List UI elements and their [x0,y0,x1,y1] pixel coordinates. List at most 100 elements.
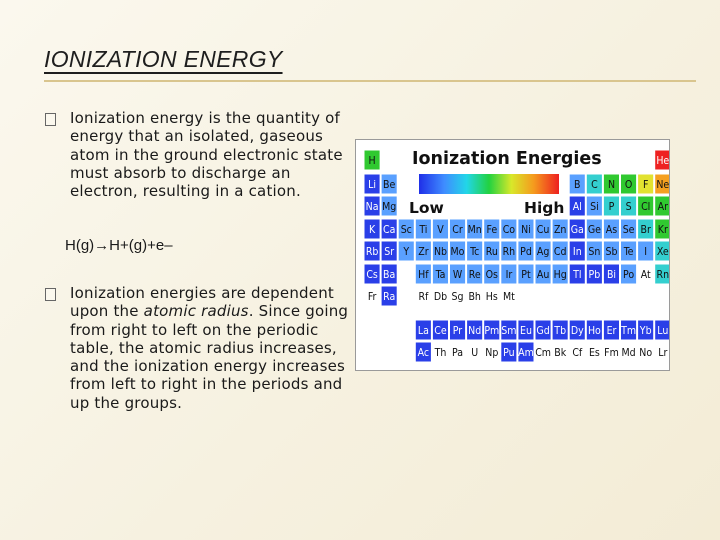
element-symbol: Sc [401,224,412,236]
element-cell-bg [568,218,586,240]
element-cell-bg [466,263,484,285]
energy-spectrum-bar [419,174,559,194]
element-symbol: Db [434,291,447,303]
element-symbol: Li [368,179,376,191]
element-symbol: In [573,246,582,258]
element-symbol: Na [366,201,379,213]
element-symbol: Ta [435,269,446,281]
element-symbol: Rb [366,246,379,258]
element-symbol: No [639,347,652,359]
low-label: Low [409,199,444,217]
element-symbol: Po [623,269,634,281]
element-cell-bg [414,218,432,240]
element-symbol: Os [486,269,498,281]
element-symbol: Dy [571,325,584,337]
element-cell-bg [363,240,381,262]
element-cell-bg [602,173,620,195]
element-cell-bg [585,195,603,217]
element-symbol: Es [589,347,600,359]
element-cell-bg [363,263,381,285]
element-cell-bg [602,240,620,262]
element-cell-bg [551,341,569,363]
element-cell-bg [483,263,501,285]
element-symbol: W [453,269,463,281]
element-symbol: Cd [554,246,567,258]
element-symbol: Cs [366,269,378,281]
element-symbol: Ar [658,201,668,213]
element-symbol: Md [622,347,636,359]
element-cell-bg [517,319,535,341]
element-cell-bg [534,240,552,262]
element-symbol: Sm [501,325,516,337]
element-cell-bg [568,195,586,217]
element-symbol: Y [402,246,409,258]
element-cell-bg [654,218,669,240]
element-cell-bg [431,341,450,363]
element-cell-bg [551,319,569,341]
element-symbol: Ni [521,224,531,236]
element-symbol: Cm [535,347,551,359]
element-cell-bg [602,263,620,285]
element-cell-bg [380,285,398,307]
element-symbol: Si [590,201,599,213]
element-cell-bg [654,341,669,363]
element-cell-bg [568,263,586,285]
element-cell-bg [414,285,432,307]
element-cell-bg [585,218,603,240]
element-symbol: Nd [468,325,481,337]
element-symbol: Xe [657,246,669,258]
element-symbol: Al [573,201,582,213]
element-symbol: Bi [607,269,616,281]
element-cell-bg [620,341,638,363]
element-symbol: Lu [657,325,668,337]
element-symbol: Ge [588,224,601,236]
element-cell-bg [620,263,638,285]
element-cell-bg [654,173,669,195]
element-cell-bg [449,341,467,363]
element-symbol: C [591,179,598,191]
element-cell-bg [517,218,535,240]
element-cell-bg [637,240,655,262]
element-symbol: Gd [536,325,549,337]
element-cell-bg [483,319,501,341]
ionization-equation: H(g)→H+(g)+e– [65,237,173,254]
title-divider [44,80,696,82]
bullet-icon [45,288,56,301]
element-cell-bg [585,240,603,262]
element-symbol: Co [503,224,516,236]
element-symbol: P [609,201,615,213]
element-cell-bg [620,195,638,217]
element-cell-bg [380,195,398,217]
element-cell-bg [517,240,535,262]
element-symbol: Pm [484,325,499,337]
element-cell-bg [602,319,620,341]
element-symbol: Am [518,347,534,359]
element-cell-bg [620,319,638,341]
element-cell-bg [585,319,603,341]
element-symbol: Fe [486,224,497,236]
element-cell-bg [568,319,586,341]
element-symbol: Se [623,224,635,236]
element-symbol: H [369,155,376,167]
element-symbol: Ce [434,325,447,337]
element-cells: H He Li Be B C N O F Ne Na Mg Al Si P S Cl Ar K Ca Sc Ti V Cr Mn… [363,149,669,363]
element-symbol: Ca [383,224,395,236]
element-cell-bg [551,263,569,285]
element-symbol: Sr [384,246,394,258]
element-cell-bg [449,240,467,262]
element-symbol: Pr [453,325,463,337]
element-cell-bg [483,240,501,262]
high-label: High [524,199,564,217]
element-cell-bg [637,195,655,217]
element-symbol: Yb [639,325,652,337]
periodic-table-title: Ionization Energies [412,149,602,169]
bullet-icon [45,113,56,126]
element-symbol: Sn [588,246,600,258]
element-cell-bg [534,263,552,285]
element-symbol: Nb [434,246,447,258]
element-cell-bg [363,195,381,217]
element-symbol: Tm [620,325,636,337]
element-cell-bg [654,240,669,262]
element-symbol: S [626,201,632,213]
element-symbol: I [644,246,647,258]
